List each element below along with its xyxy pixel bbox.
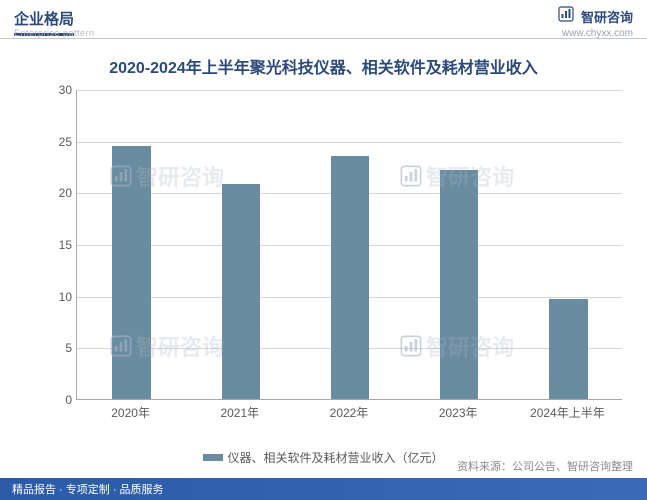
bar-3 <box>440 170 478 399</box>
y-tick-label: 0 <box>52 393 72 407</box>
bar-0 <box>112 146 150 399</box>
bar-1 <box>222 184 260 399</box>
x-tick-label: 2020年 <box>111 404 150 421</box>
bar-4 <box>549 299 587 399</box>
source-attribution: 资料来源：公司公告、智研咨询整理 <box>457 458 633 474</box>
legend-label: 仪器、相关软件及耗材营业收入（亿元） <box>227 451 443 465</box>
header-bar: 企业格局 Enterprise pattern 智研咨询 www.chyxx.c… <box>0 0 647 40</box>
y-tick-label: 15 <box>52 238 72 252</box>
chart-area: 051015202530 2020年2021年2022年2023年2024年上半… <box>52 90 622 430</box>
gridline <box>77 142 622 143</box>
legend-swatch <box>203 454 223 461</box>
plot-region <box>76 90 622 400</box>
x-tick-label: 2023年 <box>439 404 478 421</box>
gridline <box>77 90 622 91</box>
footer-left: 精品报告 · 专项定制 · 品质服务 <box>12 481 164 497</box>
y-tick-label: 25 <box>52 135 72 149</box>
header-divider <box>0 38 647 39</box>
y-tick-label: 10 <box>52 290 72 304</box>
footer-bar: 精品报告 · 专项定制 · 品质服务 <box>0 478 647 500</box>
x-tick-label: 2022年 <box>330 404 369 421</box>
x-tick-label: 2021年 <box>220 404 259 421</box>
section-title-en: Enterprise pattern <box>14 28 95 38</box>
y-tick-label: 5 <box>52 341 72 355</box>
brand-block: 智研咨询 www.chyxx.com <box>558 6 633 39</box>
y-tick-label: 30 <box>52 83 72 97</box>
x-tick-label: 2024年上半年 <box>530 404 605 421</box>
brand-name: 智研咨询 <box>581 7 633 26</box>
bar-2 <box>331 156 369 399</box>
brand-logo-icon <box>558 6 574 27</box>
y-tick-label: 20 <box>52 186 72 200</box>
chart-title: 2020-2024年上半年聚光科技仪器、相关软件及耗材营业收入 <box>0 54 647 78</box>
